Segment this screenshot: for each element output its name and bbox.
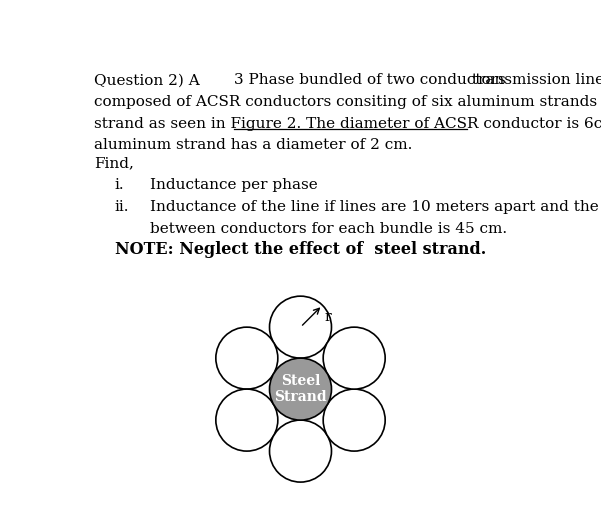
Text: r: r [325,310,332,324]
Text: i.: i. [115,178,124,193]
Text: Inductance of the line if lines are 10 meters apart and the distance: Inductance of the line if lines are 10 m… [150,200,601,214]
Text: aluminum strand has a diameter of 2 cm.: aluminum strand has a diameter of 2 cm. [94,138,412,152]
Text: transmission line is: transmission line is [467,73,601,87]
Circle shape [216,327,278,389]
Circle shape [269,420,332,482]
Text: NOTE: Neglect the effect of  steel strand.: NOTE: Neglect the effect of steel strand… [115,241,486,259]
Circle shape [323,327,385,389]
Circle shape [216,389,278,451]
Text: 3 Phase bundled of two conductors: 3 Phase bundled of two conductors [234,73,505,87]
Text: composed of ACSR conductors consiting of six aluminum strands and one steel: composed of ACSR conductors consiting of… [94,95,601,109]
Circle shape [323,389,385,451]
Text: Inductance per phase: Inductance per phase [150,178,317,193]
Text: ii.: ii. [115,200,129,214]
Text: Steel
Strand: Steel Strand [274,374,327,404]
Text: Find,: Find, [94,157,133,170]
Circle shape [269,296,332,358]
Text: between conductors for each bundle is 45 cm.: between conductors for each bundle is 45… [150,222,507,236]
Text: Question 2) A: Question 2) A [94,73,204,87]
Text: strand as seen in Figure 2. The diameter of ACSR conductor is 6cm. Each: strand as seen in Figure 2. The diameter… [94,117,601,131]
Circle shape [269,358,332,420]
